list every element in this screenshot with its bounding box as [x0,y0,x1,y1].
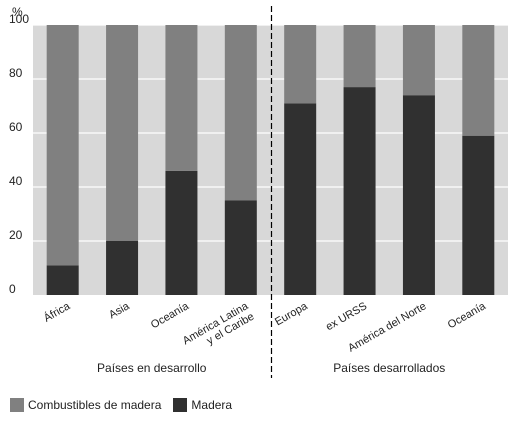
group-label-1: Países desarrollados [333,361,445,375]
bar-combustibles-4 [284,25,317,104]
y-tick-label-40: 40 [9,174,23,188]
bar-madera-3 [224,200,257,295]
bar-combustibles-5 [343,25,376,88]
category-label-line: ex URSS [324,300,369,333]
category-label-4: Europa [273,300,310,329]
category-label-1: Asia [107,300,132,322]
bar-madera-1 [106,241,139,295]
group-label-0: Países en desarrollo [97,361,207,375]
y-axis-label: % [12,5,23,19]
category-label-3: América Latinay el Caribe [181,300,257,358]
category-label-0: África [41,299,73,325]
y-tick-label-0: 0 [9,282,16,296]
y-tick-label-100: 100 [9,12,29,26]
legend: Combustibles de madera Madera [10,398,244,412]
bar-combustibles-7 [462,25,495,136]
bar-madera-5 [343,87,376,295]
category-label-line: Asia [107,300,132,322]
legend-swatch-madera [173,398,188,412]
plot-background [33,25,508,295]
y-tick-label-20: 20 [9,228,23,242]
bar-combustibles-6 [402,25,435,96]
bar-combustibles-1 [106,25,139,241]
y-tick-label-60: 60 [9,120,23,134]
bar-madera-7 [462,135,495,295]
category-label-7: Oceanía [446,300,489,332]
category-label-line: Europa [273,300,310,329]
legend-item-combustibles: Combustibles de madera [10,398,161,412]
bar-madera-0 [46,265,79,295]
category-label-5: ex URSS [324,300,369,333]
y-tick-label-80: 80 [9,66,23,80]
legend-label-combustibles: Combustibles de madera [28,398,162,412]
bar-combustibles-0 [46,25,79,266]
category-label-line: Oceanía [149,300,192,332]
bar-combustibles-3 [224,25,257,201]
bar-madera-6 [402,95,435,295]
category-label-2: Oceanía [149,300,192,332]
legend-label-madera: Madera [191,398,233,412]
bar-madera-4 [284,103,317,295]
bar-combustibles-2 [165,25,198,171]
category-label-line: África [41,299,73,325]
legend-swatch-combustibles [10,398,24,412]
bar-madera-2 [165,170,198,295]
category-label-line: Oceanía [446,300,489,332]
legend-item-madera: Madera [173,398,232,412]
